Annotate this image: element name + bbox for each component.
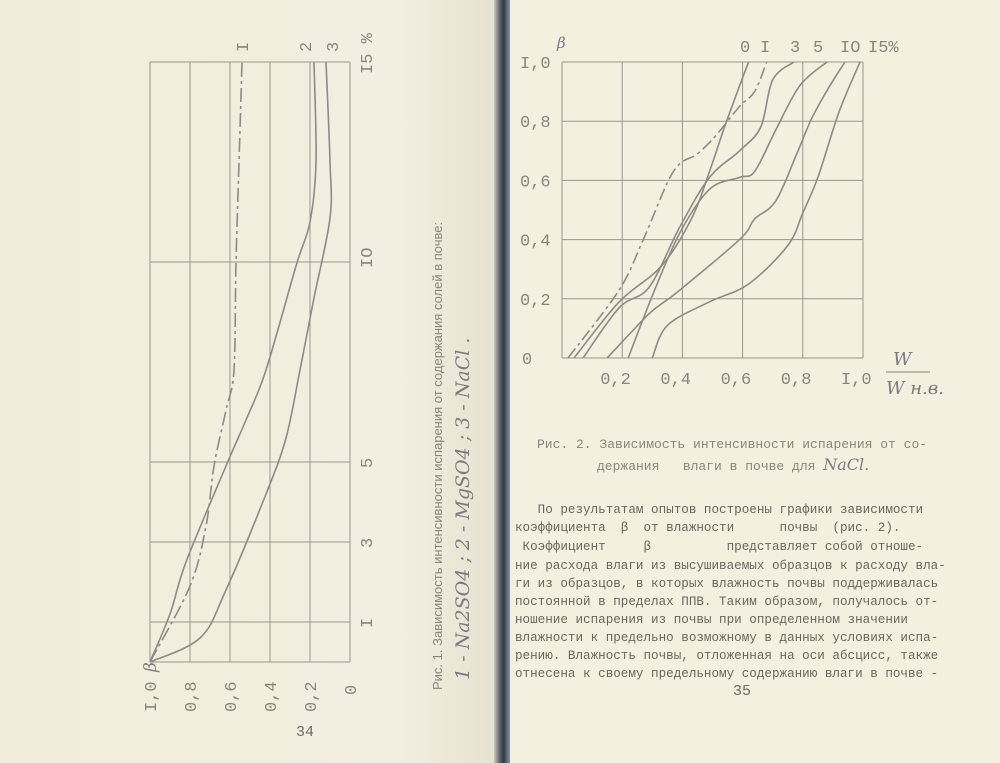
salt-tick-label: 3 <box>359 538 378 548</box>
series-label: 2 <box>298 42 317 52</box>
series-label: I <box>760 39 770 58</box>
series-line-0 <box>573 61 750 359</box>
figure-1-grid <box>149 61 351 663</box>
beta-tick-label: 0,2 <box>303 681 322 712</box>
y-axis-label: β <box>556 34 566 52</box>
series-line-1 <box>149 61 243 663</box>
beta-tick-label: 0 <box>343 685 362 695</box>
y-tick-label: 0,4 <box>520 233 551 252</box>
salt-tick-label: 5 <box>359 458 378 468</box>
series-label: 3 <box>325 42 344 52</box>
caption-text: держания влаги в почве для <box>597 459 824 474</box>
figure-2-caption-line2: держания влаги в почве для NaCl. <box>597 455 869 474</box>
series-line-IO <box>606 61 846 359</box>
series-line-5 <box>627 61 828 359</box>
page-number-right: 35 <box>733 683 752 700</box>
series-line-3 <box>582 61 795 359</box>
y-tick-label: 0,8 <box>520 114 551 133</box>
series-label: I5% <box>868 39 899 58</box>
beta-tick-label: I,0 <box>143 681 162 712</box>
figure-2-chart: I,0 0,8 0,6 0,4 0,2 0 β 0,2 0,4 0,6 0,8 I,0 W W н.в. 0… <box>520 34 944 399</box>
body-line: ношение испарения из почвы при определен… <box>515 613 908 627</box>
body-line: влажности к предельно возможному в данны… <box>515 631 939 645</box>
x-tick-label: 0,4 <box>660 371 691 390</box>
series-line-3 <box>149 61 333 663</box>
body-line: По результатам опытов построены графики … <box>515 503 924 517</box>
body-line: постоянной в пределах ППВ. Таким образом… <box>515 595 939 609</box>
salt-tick-label: IO <box>359 248 378 268</box>
x-tick-label: 0,6 <box>721 371 752 390</box>
series-line-2 <box>149 61 317 663</box>
body-line: ние расхода влаги из высушиваемых образц… <box>515 559 946 573</box>
beta-tick-label: 0,4 <box>263 681 282 712</box>
right-page <box>510 0 1000 763</box>
x-tick-label: 0,8 <box>781 371 812 390</box>
beta-tick-label: 0,8 <box>183 681 202 712</box>
body-line: коэффициента β от влажности почвы (рис. … <box>515 521 901 535</box>
x-tick-label: I,0 <box>841 371 872 390</box>
y-tick-label: 0 <box>522 351 532 370</box>
salt-tick-label: I <box>359 618 378 628</box>
series-line-I5% <box>651 61 861 359</box>
body-line: ги из образцов, в которых влажность почв… <box>515 577 939 591</box>
series-line-I <box>567 61 768 359</box>
body-line: рению. Влажность почвы, отложенная на ос… <box>515 649 939 663</box>
figure-2-caption-line1: Рис. 2. Зависимость интенсивности испаре… <box>537 437 928 452</box>
figure-1-caption: Рис. 1. Зависимость интенсивности испаре… <box>430 221 445 690</box>
y-tick-label: I,0 <box>520 55 551 74</box>
beta-axis-label: β <box>141 662 161 673</box>
left-page <box>0 0 497 763</box>
figure-1-legend: 1 - Na2SO4 ; 2 - MgSO4 ; 3 - NaCl . <box>452 337 474 680</box>
salt-tick-label: I5 % <box>359 32 378 74</box>
y-tick-label: 0,6 <box>520 173 551 192</box>
body-line: отнесена к своему предельному содержанию… <box>515 667 939 681</box>
caption-handwritten: NaCl. <box>823 455 870 474</box>
body-line: Коэффициент β представляет собой отноше- <box>515 540 924 554</box>
x-axis-denominator: W н.в. <box>886 378 944 399</box>
series-label: I <box>235 42 254 52</box>
x-tick-label: 0,2 <box>600 371 631 390</box>
series-label: 0 <box>740 39 750 58</box>
beta-tick-label: 0,6 <box>223 681 242 712</box>
y-tick-label: 0,2 <box>520 292 551 311</box>
page-number-left: 34 <box>296 724 315 741</box>
series-label: IO <box>840 39 860 58</box>
series-label: 3 <box>790 39 800 58</box>
x-axis-numerator: W <box>893 349 913 370</box>
series-label: 5 <box>813 39 823 58</box>
figure-2-grid <box>561 61 864 359</box>
book-gutter <box>494 0 510 763</box>
